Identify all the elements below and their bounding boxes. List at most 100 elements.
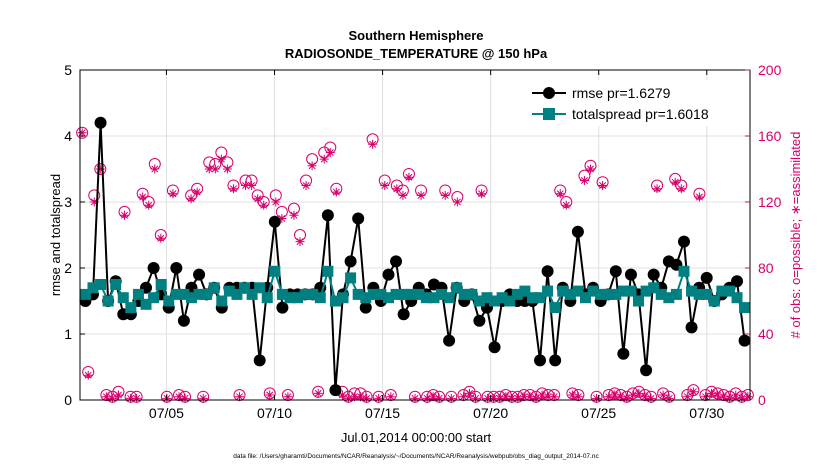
series-1-point-19 <box>223 285 235 297</box>
obs-assimilated-point-50 <box>380 181 390 190</box>
series-1-point-38 <box>367 288 379 300</box>
series-0-point-42 <box>397 308 410 321</box>
obs-assimilated-point-73 <box>519 392 529 402</box>
series-1-point-59 <box>526 292 538 304</box>
obs-assimilated-point-58 <box>428 392 438 402</box>
obs-assimilated-point-43 <box>337 390 347 400</box>
series-1-point-22 <box>246 288 258 300</box>
y-right-tick-label-0: 0 <box>758 392 766 408</box>
footnote: data file: /Users/gharamti/Documents/NCA… <box>233 453 599 460</box>
obs-assimilated-point-51 <box>386 392 396 402</box>
obs-assimilated-point-71 <box>507 393 517 403</box>
obs-assimilated-point-12 <box>150 164 160 174</box>
obs-assimilated-point-20 <box>198 393 208 403</box>
obs-assimilated-point-72 <box>513 393 523 403</box>
obs-assimilated-point-64 <box>464 388 474 398</box>
series-1-point-14 <box>185 292 197 304</box>
series-1-point-47 <box>436 288 448 300</box>
obs-assimilated-point-108 <box>731 390 741 400</box>
obs-assimilated-point-0 <box>77 128 87 138</box>
series-1-point-8 <box>140 298 152 310</box>
obs-assimilated-point-31 <box>265 390 275 400</box>
obs-assimilated-point-91 <box>628 390 638 400</box>
obs-assimilated-point-11 <box>144 200 154 210</box>
series-0-point-37 <box>359 301 372 314</box>
series-1-point-23 <box>254 282 266 294</box>
series-1-point-34 <box>337 292 349 304</box>
obs-assimilated-point-46 <box>356 392 366 402</box>
series-1-point-32 <box>322 265 334 277</box>
series-1-point-77 <box>663 292 675 304</box>
obs-assimilated-point-62 <box>452 197 462 207</box>
obs-assimilated-point-82 <box>573 392 583 402</box>
series-1-point-68 <box>595 288 607 300</box>
obs-assimilated-point-109 <box>737 393 747 403</box>
obs-assimilated-point-4 <box>101 392 111 402</box>
series-1-point-1 <box>87 282 99 294</box>
series-0-point-23 <box>253 354 266 367</box>
series-1-point-66 <box>579 292 591 304</box>
series-0-point-40 <box>382 268 395 281</box>
series-1-point-26 <box>276 288 288 300</box>
series-1-point-2 <box>95 279 107 290</box>
obs-assimilated-point-94 <box>646 393 656 403</box>
obs-assimilated-point-33 <box>277 214 287 223</box>
obs-assimilated-point-81 <box>567 390 577 400</box>
obs-assimilated-point-29 <box>253 194 263 204</box>
obs-assimilated-point-96 <box>658 390 668 400</box>
series-1-point-28 <box>292 292 304 304</box>
obs-assimilated-point-78 <box>549 392 559 402</box>
series-1-point-63 <box>557 285 569 297</box>
x-tick-label-0: 07/05 <box>149 405 184 421</box>
series-1-point-30 <box>307 288 319 300</box>
axes-group: 07/05 07/10 07/15 07/20 07/25 07/30 0 1 2 3 4 5 0 40 8… <box>64 62 781 421</box>
obs-assimilated-point-16 <box>174 392 184 402</box>
series-1-point-87 <box>739 302 751 314</box>
series-1-point-5 <box>117 292 129 304</box>
series-0-point-35 <box>344 255 357 268</box>
obs-assimilated-point-17 <box>180 393 190 403</box>
obs-assimilated-point-106 <box>719 392 729 402</box>
y-left-tick-label-4: 4 <box>64 128 72 144</box>
obs-assimilated-point-92 <box>634 388 644 398</box>
obs-assimilated-point-27 <box>241 181 251 190</box>
obs-assimilated-point-52 <box>392 184 402 194</box>
series-0-point-48 <box>443 334 456 347</box>
series-1-point-61 <box>542 285 554 297</box>
series-1-point-27 <box>284 292 296 304</box>
series-0-point-9 <box>147 262 160 274</box>
series-1-point-17 <box>208 282 220 294</box>
y-axis-label-right: # of obs: o=possible; ∗=assimilated <box>788 132 803 339</box>
series-1-point-18 <box>216 295 228 307</box>
series-1-point-10 <box>155 279 167 290</box>
series-1-point-39 <box>375 288 387 300</box>
obs-assimilated-point-75 <box>531 393 541 403</box>
obs-assimilated-point-80 <box>561 200 571 210</box>
series-0-point-62 <box>549 354 562 367</box>
obs-assimilated-point-97 <box>664 393 674 403</box>
series-1-point-9 <box>148 292 160 304</box>
obs-assimilated-point-26 <box>235 392 245 402</box>
y-left-tick-label-1: 1 <box>64 326 72 342</box>
obs-assimilated-point-66 <box>477 189 487 199</box>
y-left-tick-label-5: 5 <box>64 62 72 78</box>
legend-box <box>525 80 745 126</box>
obs-assimilated-point-105 <box>713 390 723 400</box>
series-1-point-65 <box>572 285 584 297</box>
series-0-point-12 <box>170 262 183 274</box>
series-0-point-54 <box>488 341 501 354</box>
chart-title: Southern Hemisphere <box>348 28 483 43</box>
y-right-tick-label-4: 160 <box>758 128 782 144</box>
series-1-point-84 <box>716 285 728 297</box>
series-1-point-45 <box>420 292 432 304</box>
series-1-point-75 <box>648 282 660 294</box>
obs-assimilated-point-100 <box>682 392 692 402</box>
x-tick-label-1: 07/10 <box>257 405 292 421</box>
series-0-point-82 <box>700 271 713 284</box>
series-1-point-16 <box>201 288 213 300</box>
obs-assimilated-point-67 <box>483 393 493 403</box>
series-1-point-13 <box>178 288 190 300</box>
y-right-tick-label-3: 120 <box>758 194 782 210</box>
series-1-point-50 <box>458 288 470 300</box>
obs-assimilated-point-21 <box>204 164 214 174</box>
